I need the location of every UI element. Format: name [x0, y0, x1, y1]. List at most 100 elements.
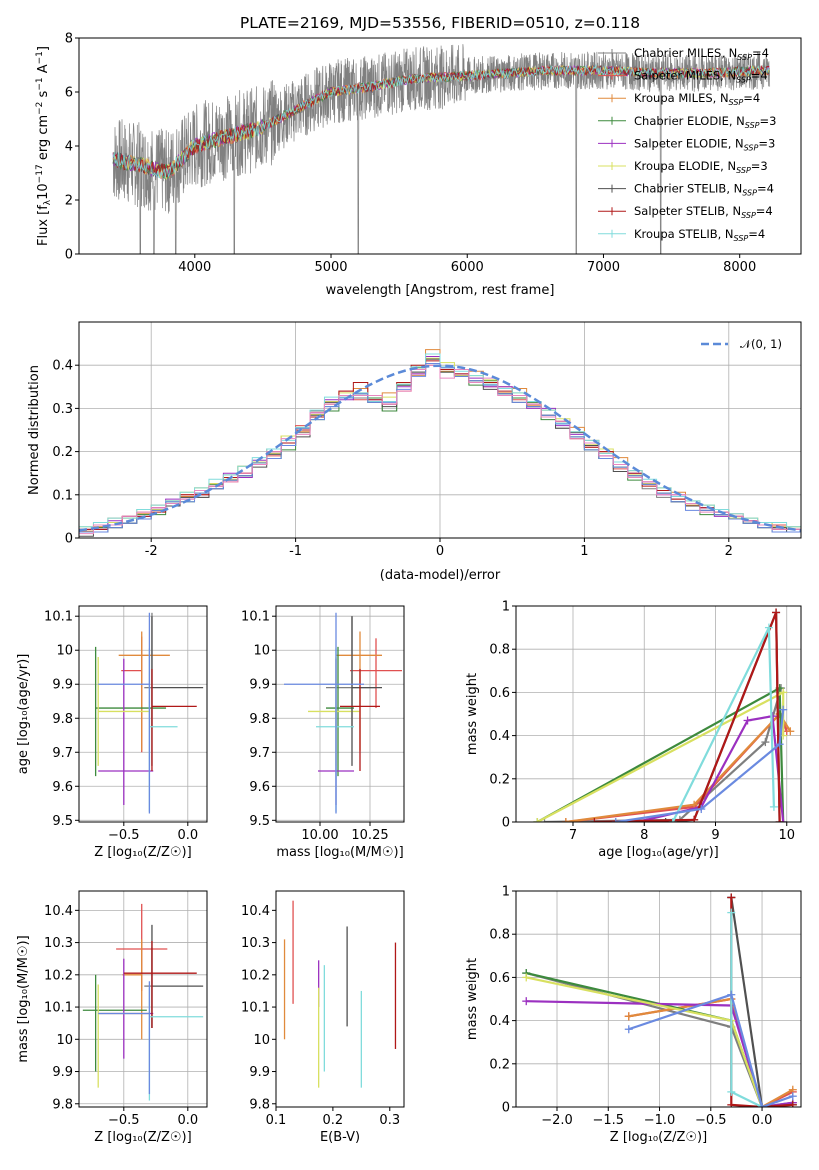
legend-entry: Kroupa ELODIE, NSSP=3 [634, 159, 768, 175]
y-tick-label: 1 [502, 885, 510, 900]
y-tick-label: 10.4 [44, 904, 73, 919]
legend-entry: Kroupa MILES, NSSP=4 [634, 91, 760, 107]
y-tick-label: 8 [65, 32, 73, 47]
legend-sub: SSP [737, 53, 752, 62]
x-tick-label: 9 [711, 828, 719, 843]
z-weight-panel: −2.0 −1.5 −1.0 −0.5 0.0 0 0.2 0.4 0.6 0.8 1 Z [log₁… [465, 885, 802, 1145]
legend-sub: SSP [729, 98, 744, 107]
y-tick-label: 10.3 [241, 936, 270, 951]
legend-sub: SSP [734, 234, 749, 243]
y-tick-label: 9.8 [52, 712, 73, 727]
legend-rest: =3 [751, 159, 768, 173]
x-tick-label: −1.5 [592, 1113, 624, 1128]
y-tick-label: 1 [502, 600, 510, 615]
x-tick-label: 8000 [723, 260, 756, 275]
x-tick-label: 0.2 [323, 1113, 344, 1128]
spectrum-xlabel: wavelength [Angstrom, rest frame] [326, 283, 555, 298]
y-tick-label: 9.9 [249, 678, 270, 693]
y-tick-label: 9.9 [52, 1065, 73, 1080]
z-age-panel-frame [78, 605, 208, 823]
z-weight-panel-frame [515, 890, 802, 1108]
age-weight-panel-ylabel: mass weight [465, 673, 480, 755]
x-tick-label: 0.3 [379, 1113, 400, 1128]
weight-series-line [594, 612, 781, 822]
legend-sub: SSP [736, 166, 751, 175]
y-tick-label: 0.4 [489, 1014, 510, 1029]
y-tick-label: 0.8 [489, 643, 510, 658]
y-tick-label: 9.5 [52, 814, 73, 829]
x-tick-label: 0.0 [177, 1113, 198, 1128]
weight-series-line [615, 709, 785, 822]
y-tick-label: 9.8 [52, 1097, 73, 1112]
figure-title: PLATE=2169, MJD=53556, FIBERID=0510, z=0… [240, 14, 640, 32]
y-tick-label: 9.6 [249, 780, 270, 795]
y-tick-label: 10.1 [44, 610, 73, 625]
y-tick-label: 10 [253, 644, 270, 659]
legend-rest: =3 [758, 136, 775, 150]
legend-sub: SSP [742, 189, 757, 198]
legend-entry: Kroupa STELIB, NSSP=4 [634, 227, 765, 243]
mass-age-panel: 10.00 10.25 9.5 9.6 9.7 9.8 9.9 10 10.1 mass [log… [241, 605, 405, 860]
y-tick-label: 9.6 [52, 780, 73, 795]
y-tick-label: 2 [65, 194, 73, 209]
y-tick-label: 0.6 [489, 686, 510, 701]
age-weight-panel: 7 8 9 10 0 0.2 0.4 0.6 0.8 1 age [log₁₀(age/yr)] ma… [465, 600, 802, 860]
legend-sub: SSP [736, 76, 751, 85]
legend-rest: =4 [752, 46, 769, 60]
y-tick-label: 6 [65, 86, 73, 101]
z-weight-panel-ylabel: mass weight [465, 958, 480, 1040]
model-spectrum-line [112, 63, 770, 179]
y-tick-label: 10.1 [241, 610, 270, 625]
y-tick-label: 0.4 [52, 359, 73, 374]
y-tick-label: 10 [253, 1033, 270, 1048]
legend-sub: SSP [745, 121, 760, 130]
legend-rest: =4 [757, 182, 774, 196]
x-tick-label: 6000 [451, 260, 484, 275]
z-mass-panel: −0.5 0.0 9.8 9.9 10 10.1 10.2 10.3 10.4 Z [log₁₀(… [16, 890, 208, 1145]
y-tick-label: 9.7 [52, 746, 73, 761]
x-tick-label: 10 [778, 828, 795, 843]
legend-rest: =4 [756, 204, 773, 218]
legend-entry: Chabrier ELODIE, NSSP=3 [634, 114, 776, 130]
y-tick-label: 0.4 [489, 729, 510, 744]
x-tick-label: 5000 [314, 260, 347, 275]
legend-entry: Salpeter STELIB, NSSP=4 [634, 204, 773, 220]
x-tick-label: 7 [569, 828, 577, 843]
legend-rest: =4 [748, 227, 765, 241]
y-tick-label: 10.3 [44, 936, 73, 951]
y-tick-label: 0.1 [52, 488, 73, 503]
z-mass-panel-ylabel: mass [log₁₀(M/M☉)] [16, 935, 31, 1062]
weight-series-line [526, 972, 764, 1107]
z-weight-panel-marks [522, 893, 797, 1107]
weight-series-line [565, 712, 792, 822]
x-tick-label: 10.00 [301, 828, 338, 843]
x-tick-label: 10.25 [351, 828, 388, 843]
weight-series-line [536, 690, 785, 822]
legend-sub: SSP [744, 143, 759, 152]
y-tick-label: 10.2 [241, 968, 270, 983]
y-tick-label: 10.1 [44, 1001, 73, 1016]
y-tick-label: 9.8 [249, 1097, 270, 1112]
x-tick-label: -1 [289, 544, 302, 559]
z-mass-panel-xlabel: Z [log₁₀(Z/Z☉)] [94, 1130, 191, 1145]
hist-panel-marks [79, 349, 801, 538]
legend-sub: SSP [741, 211, 756, 220]
z-age-panel-xlabel: Z [log₁₀(Z/Z☉)] [94, 845, 191, 860]
y-tick-label: 0.6 [489, 971, 510, 986]
y-tick-label: 9.9 [249, 1065, 270, 1080]
x-tick-label: −0.5 [108, 828, 140, 843]
mass-age-panel-marks [284, 612, 402, 814]
x-tick-label: 2 [725, 544, 733, 559]
spectrum-legend: Chabrier MILES, NSSP=4 Salpeter MILES, NS… [598, 46, 776, 243]
mass-age-panel-xlabel: mass [log₁₀(M/M☉)] [276, 845, 403, 860]
x-tick-label: −2.0 [541, 1113, 573, 1128]
spectrum-panel: 4000 5000 6000 7000 8000 0 2 4 6 8 Flux [fλ10−17 e… [35, 32, 802, 275]
x-tick-label: 0.0 [752, 1113, 773, 1128]
ebv-mass-panel-frame [275, 890, 405, 1108]
z-mass-panel-marks [82, 903, 204, 1101]
hist-xlabel: (data-model)/error [380, 568, 501, 583]
age-weight-panel-xlabel: age [log₁₀(age/yr)] [598, 845, 719, 860]
y-tick-label: 10 [56, 644, 73, 659]
hist-series-step [79, 364, 801, 538]
